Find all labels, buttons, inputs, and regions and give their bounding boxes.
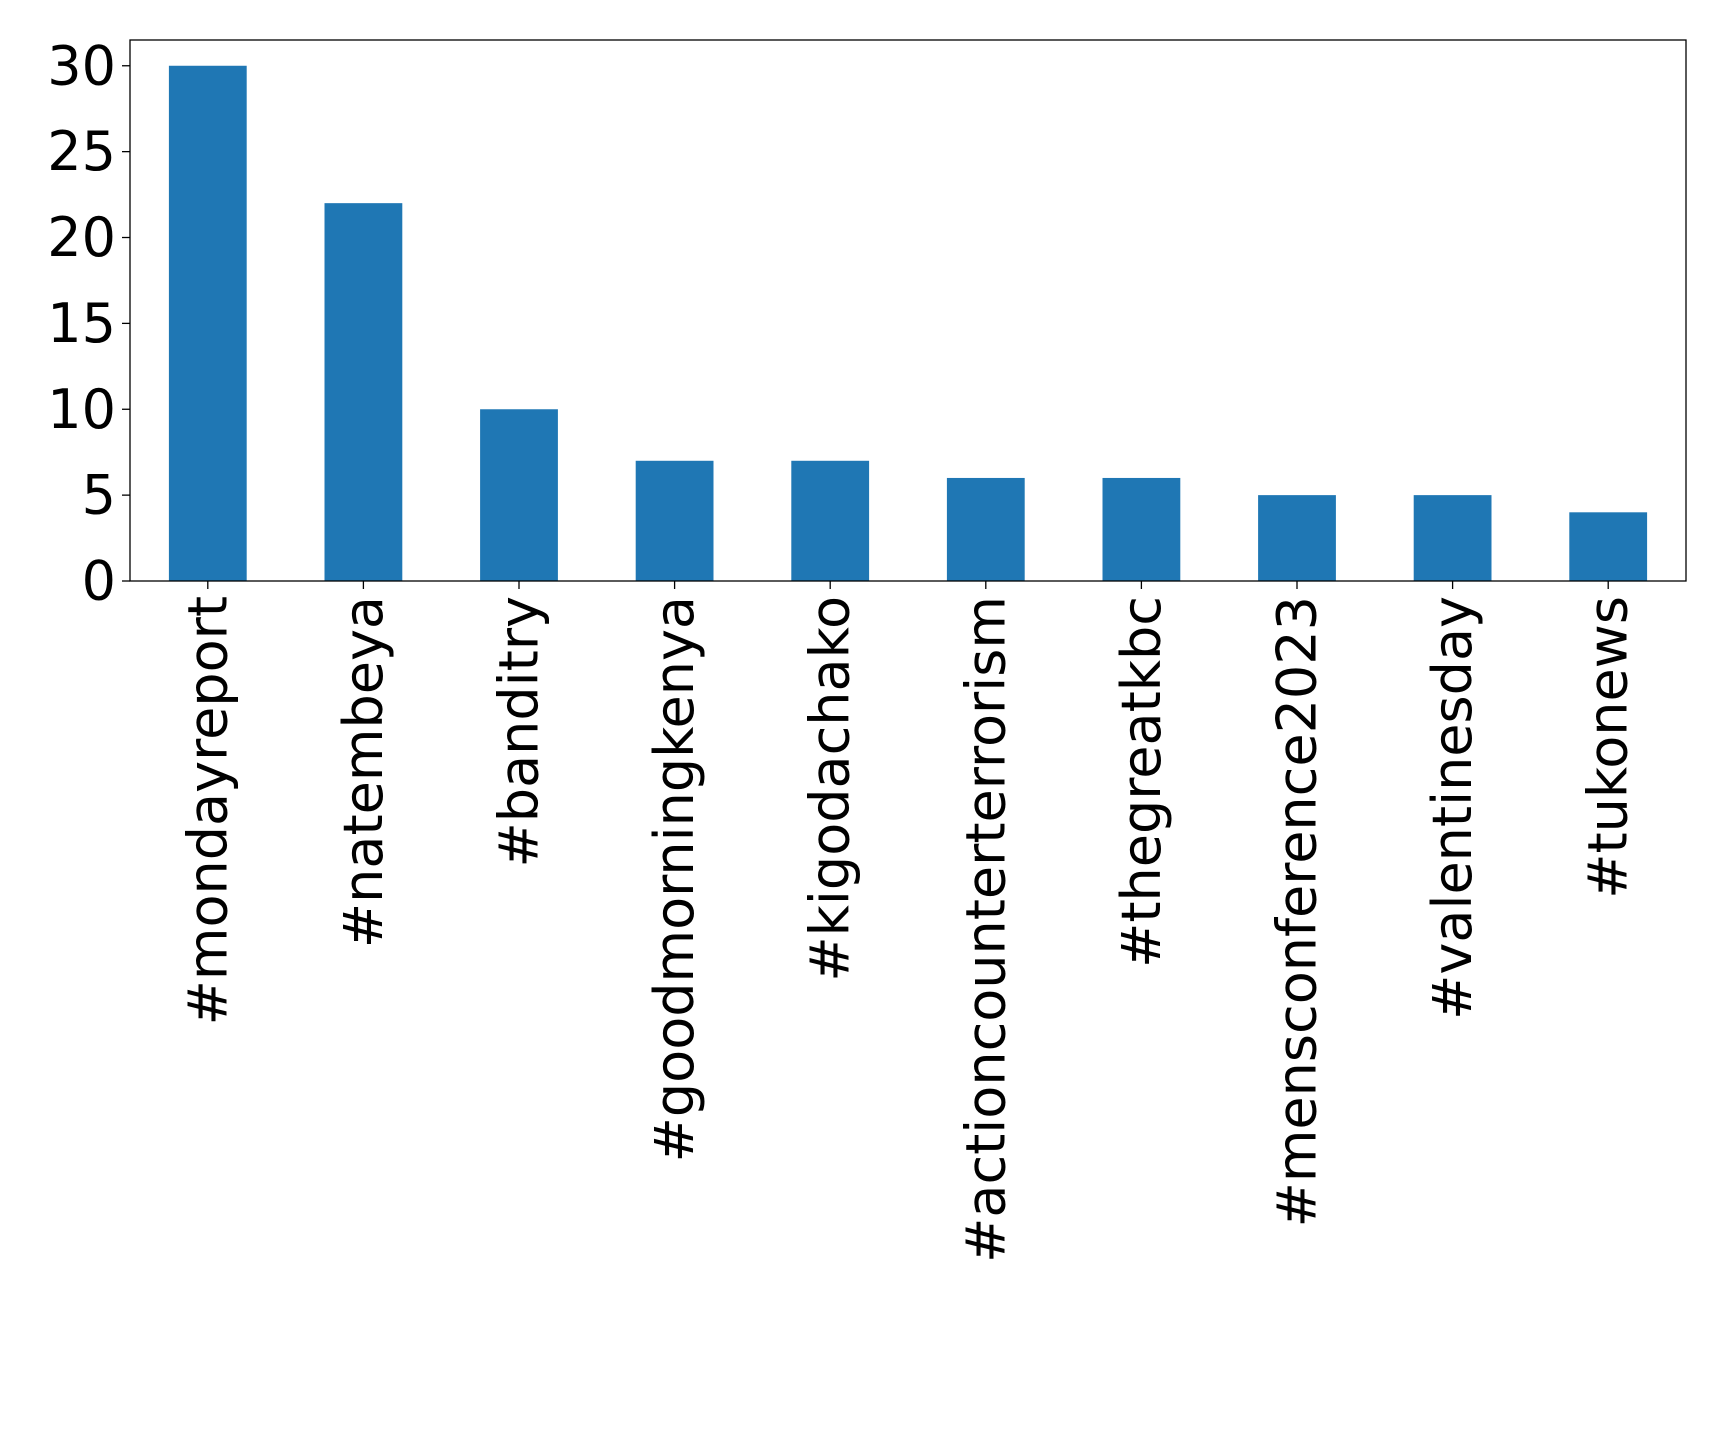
x-tick-label: #actioncounterterrorism xyxy=(954,596,1017,1263)
y-tick-label: 5 xyxy=(82,464,116,527)
x-tick-label: #goodmorningkenya xyxy=(643,596,706,1162)
x-tick-label: #mondayreport xyxy=(176,596,239,1025)
x-tick-label: #natembeya xyxy=(332,596,395,948)
y-tick-label: 20 xyxy=(47,206,116,269)
x-tick-label: #banditry xyxy=(488,596,551,867)
bar-mondayreport xyxy=(168,65,247,581)
y-tick-label: 0 xyxy=(82,550,116,613)
bars-group xyxy=(168,65,1648,581)
bar-mensconference2023 xyxy=(1258,495,1336,581)
plot-frame xyxy=(129,39,1687,582)
bar-actioncounterterrorism xyxy=(946,477,1025,581)
bar-valentinesday xyxy=(1413,495,1492,581)
bar-banditry xyxy=(480,409,558,581)
x-tick-label: #valentinesday xyxy=(1421,596,1484,1020)
bar-tukonews xyxy=(1569,512,1648,581)
x-tick-label: #thegreatkbc xyxy=(1110,596,1173,968)
x-tick-label: #mensconference2023 xyxy=(1266,596,1329,1227)
y-axis: 0 5 10 15 20 25 30 xyxy=(47,34,130,613)
bar-natembeya xyxy=(324,203,403,581)
bar-goodmorningkenya xyxy=(635,460,714,581)
y-tick-label: 30 xyxy=(47,34,116,97)
y-tick-label: 25 xyxy=(47,120,116,183)
x-tick-label: #kigodachako xyxy=(799,596,862,982)
y-tick-label: 15 xyxy=(47,292,116,355)
bar-thegreatkbc xyxy=(1102,477,1181,581)
x-tick-label: #tukonews xyxy=(1577,596,1640,899)
y-tick-label: 10 xyxy=(47,378,116,441)
bar-kigodachako xyxy=(791,460,870,581)
x-axis: #mondayreport #natembeya #banditry #goodmor… xyxy=(176,581,1640,1263)
